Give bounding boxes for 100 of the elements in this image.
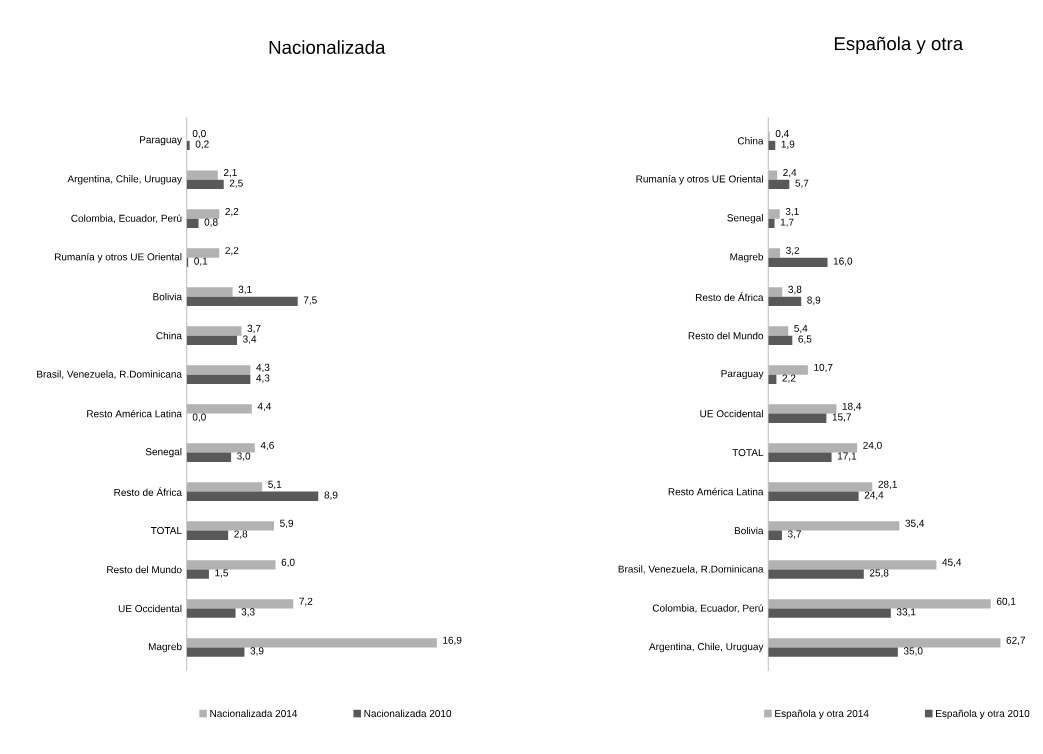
bar [768, 521, 900, 531]
data-label: 33,1 [896, 608, 916, 617]
data-label: 1,5 [215, 569, 229, 578]
legend-label: Española y otra 2014 [775, 709, 869, 720]
bar [186, 638, 437, 648]
data-label: 5,9 [280, 519, 294, 529]
data-label: 24,4 [864, 491, 884, 500]
data-label: 0,4 [775, 130, 789, 139]
data-label: 0,0 [192, 130, 206, 139]
bar [768, 482, 873, 492]
data-label: 35,0 [903, 647, 923, 656]
bar [768, 287, 783, 297]
data-label: 5,4 [794, 325, 808, 334]
bar [768, 491, 859, 502]
data-label: 16,0 [833, 257, 853, 267]
y-tick-label: Magreb [148, 643, 182, 653]
data-label: 45,4 [942, 558, 962, 568]
bar [186, 491, 319, 502]
data-label: 3,1 [238, 286, 252, 295]
data-label: 24,0 [863, 442, 882, 451]
data-label: 8,9 [807, 296, 821, 306]
data-label: 15,7 [832, 413, 851, 422]
data-label: 3,9 [250, 647, 264, 656]
bar [768, 326, 789, 336]
data-label: 6,0 [281, 558, 295, 568]
y-tick-label: Magreb [730, 253, 764, 263]
y-tick-label: Resto América Latina [87, 410, 182, 418]
y-tick-label: Argentina, Chile, Uruguay [67, 175, 182, 185]
bar [186, 569, 209, 580]
y-tick-label: Argentina, Chile, Uruguay [649, 643, 764, 653]
bar [186, 521, 275, 531]
bar [186, 404, 252, 414]
data-label: 2,5 [229, 179, 243, 189]
data-label: 2,2 [225, 208, 239, 217]
y-tick-label: Brasil, Venezuela, R.Dominicana [37, 370, 182, 380]
data-label: 2,8 [234, 530, 248, 539]
bar [768, 218, 775, 229]
data-label: 5,7 [795, 179, 809, 189]
bar [186, 287, 233, 297]
bar [768, 179, 790, 190]
y-tick-label: Colombia, Ecuador, Perú [652, 604, 763, 614]
y-tick-label: Senegal [727, 214, 763, 224]
y-tick-label: China [737, 137, 764, 145]
bar [186, 530, 229, 541]
bar [768, 608, 891, 619]
data-label: 3,7 [787, 530, 801, 539]
bar [186, 452, 232, 463]
data-label: 6,5 [798, 335, 812, 344]
y-tick-label: UE Occidental [700, 410, 763, 418]
data-label: 3,7 [247, 325, 261, 334]
y-tick-label: Brasil, Venezuela, R.Dominicana [618, 565, 764, 574]
bar [186, 374, 251, 385]
data-label: 10,7 [814, 364, 833, 373]
bar [768, 647, 898, 658]
bar [768, 530, 782, 541]
data-label: 4,3 [256, 374, 270, 383]
y-tick-label: Paraguay [721, 370, 764, 380]
bar [186, 443, 255, 453]
data-label: 16,9 [443, 636, 462, 646]
y-tick-label: Resto América Latina [668, 488, 764, 496]
bar [768, 335, 793, 346]
data-label: 4,3 [256, 364, 270, 373]
data-label: 3,0 [237, 452, 251, 461]
bar [768, 599, 991, 609]
bar [768, 257, 828, 268]
legend-label: Nacionalizada 2014 [210, 709, 298, 718]
data-label: 3,3 [241, 608, 255, 617]
y-tick-label: Bolivia [734, 527, 764, 535]
data-label: 3,1 [785, 208, 799, 217]
bar [768, 638, 1001, 648]
data-label: 3,4 [243, 335, 257, 344]
y-tick-label: TOTAL [732, 449, 764, 457]
y-tick-label: Resto del Mundo [688, 332, 764, 340]
data-label: 1,9 [781, 140, 795, 150]
bar [768, 452, 832, 463]
bar [768, 365, 808, 375]
data-label: 28,1 [878, 480, 897, 490]
y-tick-label: Paraguay [140, 136, 182, 146]
data-label: 2,2 [782, 374, 796, 383]
data-label: 4,6 [260, 442, 274, 451]
bar [186, 599, 294, 609]
data-label: 17,1 [837, 452, 857, 461]
data-label: 62,7 [1006, 636, 1026, 646]
data-label: 0,8 [204, 218, 218, 228]
bar [186, 335, 238, 346]
bar [186, 608, 236, 619]
data-label: 2,1 [223, 169, 237, 178]
legend-label: Española y otra 2010 [936, 709, 1030, 720]
bar [186, 170, 218, 180]
data-label: 1,7 [780, 218, 794, 228]
bar [768, 413, 827, 424]
data-label: 7,5 [303, 296, 317, 305]
legend-label: Nacionalizada 2010 [364, 709, 452, 718]
bar [186, 647, 245, 658]
bar [186, 179, 224, 190]
y-tick-label: UE Occidental [118, 605, 182, 613]
data-label: 0,0 [192, 413, 206, 422]
data-label: 5,1 [268, 481, 282, 490]
bar [186, 248, 220, 258]
y-tick-label: Rumanía y otros UE Oriental [54, 253, 182, 263]
